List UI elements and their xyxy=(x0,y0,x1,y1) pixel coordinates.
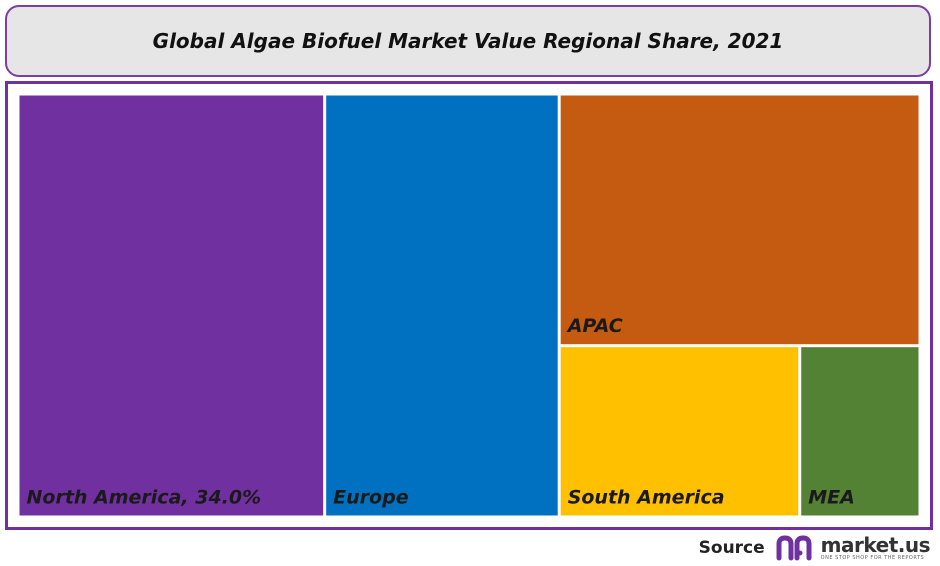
brand-tagline: ONE STOP SHOP FOR THE REPORTS xyxy=(820,555,925,561)
brand-name: market.us xyxy=(820,533,931,557)
treemap-label-mea: MEA xyxy=(808,487,855,509)
treemap-cell-europe xyxy=(326,95,558,516)
treemap-cell-mea xyxy=(801,347,919,516)
treemap-label-apac: APAC xyxy=(566,315,623,337)
market-us-logo: market.us ONE STOP SHOP FOR THE REPORTS xyxy=(775,533,931,562)
chart-title: Global Algae Biofuel Market Value Region… xyxy=(152,29,784,53)
treemap-chart: North America, 34.0% Europe APAC South Amer… xyxy=(19,95,919,516)
chart-title-box: Global Algae Biofuel Market Value Region… xyxy=(5,5,931,77)
source-label: Source xyxy=(698,538,765,558)
treemap-cell-south-america xyxy=(560,347,799,516)
market-us-logo-icon xyxy=(776,535,812,561)
treemap-label-north-america: North America, 34.0% xyxy=(27,487,262,509)
treemap-label-europe: Europe xyxy=(333,487,409,509)
treemap-cell-north-america xyxy=(19,95,324,516)
treemap-cell-apac xyxy=(560,95,919,345)
source-attribution: Source market.us ONE STOP SHOP FOR THE R… xyxy=(698,532,931,564)
treemap-label-south-america: South America xyxy=(568,487,725,509)
treemap-frame: North America, 34.0% Europe APAC South Amer… xyxy=(5,81,933,530)
